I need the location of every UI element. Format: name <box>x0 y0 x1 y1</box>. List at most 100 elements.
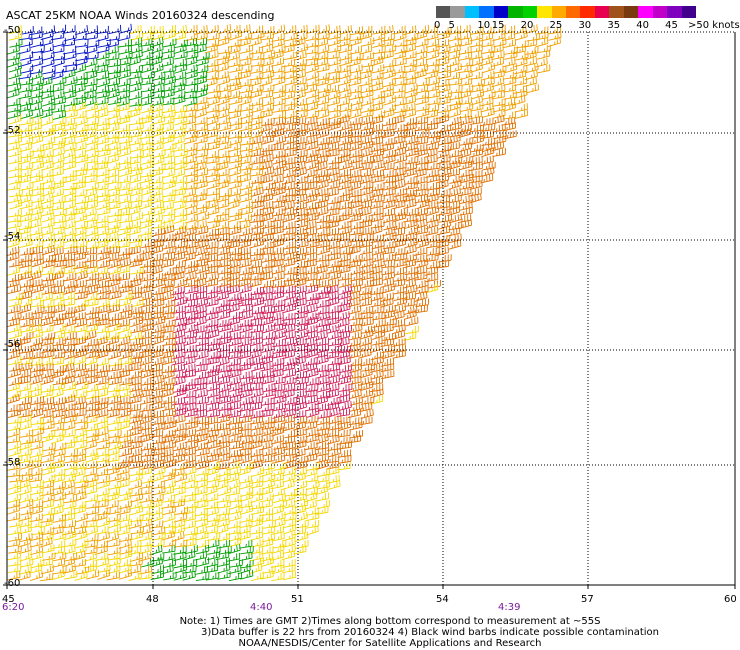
wind-barb <box>295 182 309 192</box>
wind-barb <box>459 137 474 146</box>
wind-barb <box>282 531 296 542</box>
wind-barb <box>504 63 518 74</box>
wind-barb <box>327 89 341 101</box>
wind-barb <box>194 179 208 190</box>
wind-barb <box>184 168 198 177</box>
wind-barb <box>305 32 320 42</box>
wind-barb <box>524 46 539 55</box>
wind-barb <box>380 142 395 153</box>
wind-barb <box>249 46 263 55</box>
wind-barb <box>262 50 276 61</box>
wind-barb <box>173 24 187 35</box>
wind-barb <box>448 129 462 138</box>
wind-barb <box>127 225 141 236</box>
wind-barb <box>128 70 142 80</box>
wind-barb <box>63 207 78 217</box>
wind-barb <box>458 128 472 138</box>
wind-barb <box>128 103 142 113</box>
wind-barb <box>140 185 154 197</box>
wind-barb <box>183 226 197 237</box>
wind-barb <box>239 84 253 94</box>
wind-barb <box>392 179 406 190</box>
time-label: 6:20 <box>2 602 25 613</box>
wind-barb <box>349 161 363 171</box>
wind-barb <box>94 215 109 224</box>
wind-barb <box>117 114 131 125</box>
wind-barb <box>8 25 22 35</box>
wind-barb <box>371 220 385 229</box>
wind-barb <box>41 127 55 138</box>
wind-barb <box>161 149 175 159</box>
wind-barb <box>394 44 408 55</box>
wind-barb <box>51 154 65 165</box>
wind-barb <box>174 115 188 126</box>
wind-barb <box>380 83 394 93</box>
wind-barb <box>337 153 351 164</box>
wind-barb <box>50 368 64 379</box>
wind-barb <box>426 162 441 171</box>
wind-barb <box>437 83 451 94</box>
wind-barb <box>393 109 407 119</box>
wind-barb <box>95 143 109 153</box>
wind-barb <box>171 356 185 366</box>
wind-barb <box>249 168 264 177</box>
wind-barb <box>149 109 163 120</box>
wind-barb <box>206 122 221 132</box>
wind-barb <box>162 188 177 198</box>
wind-barb <box>414 147 428 158</box>
wind-barb <box>468 187 482 197</box>
wind-barb <box>470 56 484 67</box>
wind-barb <box>19 188 33 197</box>
wind-barb <box>259 64 273 74</box>
wind-barb <box>184 205 198 217</box>
wind-barb <box>504 50 518 60</box>
wind-barb <box>72 206 86 216</box>
wind-barb <box>479 32 493 42</box>
wind-barb <box>458 187 472 197</box>
wind-barb <box>305 70 320 81</box>
wind-barb <box>151 206 165 217</box>
wind-barb <box>182 233 197 243</box>
wind-barb <box>40 43 54 54</box>
wind-barb <box>161 104 175 114</box>
wind-barb <box>85 181 99 191</box>
wind-barb <box>182 116 196 126</box>
wind-barb <box>260 355 274 366</box>
wind-barb <box>317 84 331 94</box>
wind-barb <box>51 226 65 236</box>
wind-barb <box>161 194 176 203</box>
wind-barb <box>53 76 67 86</box>
wind-barb <box>480 83 494 94</box>
wind-barb <box>306 24 320 34</box>
wind-barb <box>108 24 122 35</box>
wind-barb <box>338 272 352 281</box>
wind-barb <box>206 187 220 197</box>
wind-barb <box>514 103 528 113</box>
wind-barb <box>249 65 264 74</box>
wind-barb <box>50 167 64 177</box>
wind-barb <box>326 180 341 190</box>
wind-barb <box>206 219 220 230</box>
wind-barb <box>359 128 374 138</box>
wind-barb <box>404 88 418 99</box>
wind-barb <box>393 77 408 87</box>
wind-barb <box>358 219 373 229</box>
wind-barb <box>216 102 230 113</box>
wind-barb <box>315 51 329 61</box>
wind-barb <box>95 156 109 165</box>
wind-barb <box>53 117 67 126</box>
note-line: Note: 1) Times are GMT 2)Times along bot… <box>179 616 601 627</box>
wind-barb <box>416 198 430 210</box>
wind-barb <box>17 225 31 235</box>
wind-barb <box>271 71 286 80</box>
wind-barb <box>218 90 232 100</box>
wind-barb <box>119 376 133 386</box>
wind-barb <box>449 97 463 107</box>
wind-barb <box>415 188 429 197</box>
wind-barb <box>359 148 373 158</box>
wind-barb <box>405 316 419 327</box>
wind-barb <box>150 96 164 107</box>
wind-barb <box>370 115 384 125</box>
wind-barb <box>382 69 396 80</box>
lon-label: 54 <box>436 594 449 605</box>
